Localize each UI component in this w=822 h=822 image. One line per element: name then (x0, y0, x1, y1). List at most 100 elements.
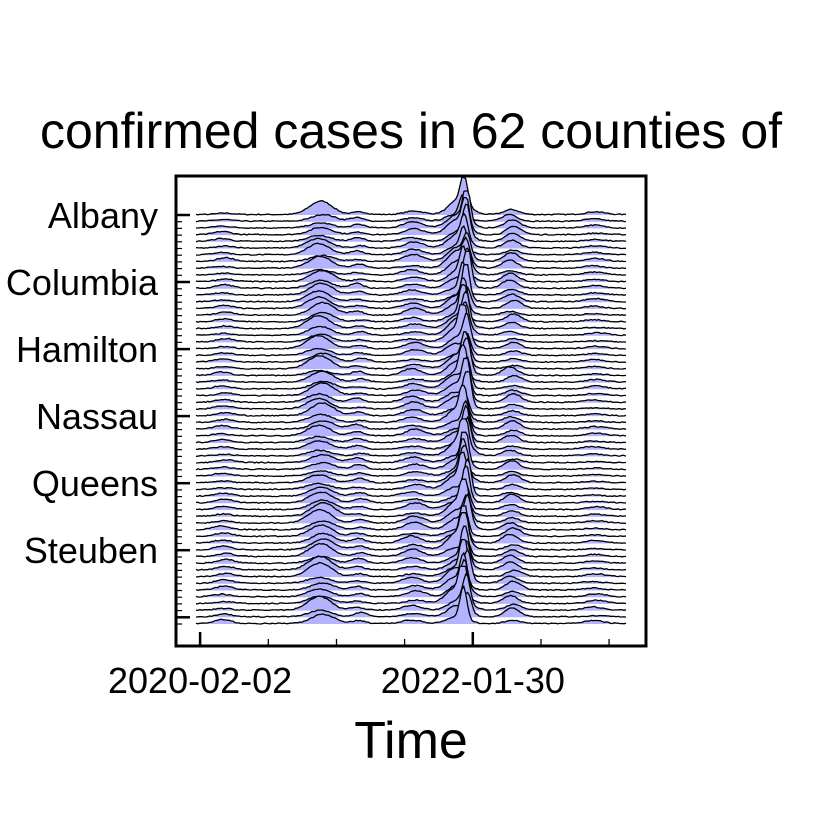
ridge-series (195, 190, 627, 229)
ridge-fill (196, 415, 626, 437)
ridge-series (195, 194, 627, 223)
ridge-series (195, 236, 627, 270)
ridge-line (196, 357, 627, 397)
ridge-series (195, 525, 627, 565)
ridge-series (195, 451, 627, 491)
ridge-line (195, 441, 627, 464)
ridge-line (195, 264, 627, 303)
ridge-line (195, 451, 627, 491)
ridge-line (196, 415, 627, 451)
ridge-series (195, 176, 627, 216)
ridge-line (195, 492, 627, 531)
ridge-series (195, 290, 627, 330)
ridge-line (195, 431, 627, 471)
ridge-line (195, 537, 627, 558)
ridge-series (195, 247, 627, 276)
ridge-fill (196, 394, 626, 417)
ridge-line (195, 332, 627, 357)
ridge-series (195, 277, 627, 317)
ridge-line (195, 548, 627, 585)
ridge-series (195, 551, 627, 592)
ridge-line (195, 301, 627, 337)
axes-group: Albany Columbia Hamilton Nassau Queens Steube… (6, 174, 648, 701)
ridge-line (195, 370, 627, 404)
ridge-line (195, 190, 627, 229)
ridge-series (195, 573, 627, 612)
y-tick-label: Queens (32, 463, 158, 504)
ridge-line (195, 194, 627, 223)
ridge-line (195, 384, 627, 424)
ridge-line (195, 494, 627, 525)
ridge-line (195, 284, 627, 310)
ridge-series (195, 494, 627, 525)
ridge-line (195, 312, 627, 350)
ridge-series (195, 438, 627, 478)
ridge-series (195, 232, 627, 263)
x-tick-label: 2020-02-02 (108, 660, 292, 701)
ridge-line (195, 344, 627, 384)
ridge-series (195, 441, 627, 464)
ridge-series (195, 445, 627, 484)
x-tick-label: 2022-01-30 (381, 660, 565, 701)
ridge-series (195, 284, 627, 324)
ridge-line (195, 551, 627, 592)
ridge-line (196, 304, 627, 344)
ridge-line (195, 585, 627, 625)
ridge-line (195, 203, 627, 243)
ridge-line (195, 414, 627, 437)
ridge-series (195, 512, 627, 551)
ridge-line (196, 485, 627, 511)
ridge-series (195, 538, 627, 578)
ridge-line (196, 196, 627, 236)
ridge-series (195, 284, 627, 310)
y-tick-label: Nassau (36, 396, 158, 437)
ridge-series (195, 399, 627, 431)
ridge-line (195, 464, 627, 505)
ridge-line (195, 236, 627, 270)
ridge-series (195, 264, 627, 303)
plot-frame (174, 174, 648, 648)
ridge-line (195, 508, 627, 538)
ridge-series (195, 548, 627, 585)
ridge-series (195, 344, 627, 384)
ridge-line (195, 244, 627, 283)
ridge-line (195, 565, 627, 605)
ridge-series (195, 250, 627, 290)
ridge-fill (196, 442, 626, 464)
ridge-line (195, 505, 627, 545)
ridge-line (195, 539, 627, 571)
y-tick-label: Hamilton (16, 329, 158, 370)
ridge-line (195, 176, 627, 216)
ridge-line (195, 418, 627, 457)
ridge-series (195, 414, 627, 437)
x-axis-label: Time (354, 712, 468, 770)
ridge-series (195, 337, 627, 377)
ridge-line (195, 399, 627, 431)
ridges-group (195, 176, 627, 625)
ridge-line (195, 331, 627, 370)
ridge-line (195, 277, 627, 317)
ridge-series (195, 332, 627, 357)
ridge-series (195, 384, 627, 424)
ridge-series (195, 203, 627, 243)
ridge-series (195, 431, 627, 471)
ridge-line (195, 558, 627, 598)
ridge-series (195, 591, 627, 618)
ridge-series (195, 464, 627, 505)
ridge-fill (196, 465, 626, 504)
ridge-line (195, 438, 627, 478)
ridge-line (195, 404, 627, 444)
chart-title: confirmed cases in 62 counties of (40, 103, 782, 159)
ridge-series (195, 565, 627, 605)
ridge-line (195, 478, 627, 518)
ridge-series (195, 301, 627, 337)
ridge-line (195, 457, 627, 498)
ridge-series (196, 196, 627, 236)
ridge-series (195, 261, 627, 297)
ridge-fill (196, 177, 626, 215)
ridge-series (196, 357, 627, 397)
ridge-series (195, 331, 627, 370)
ridge-fill (196, 486, 626, 510)
ridge-line (195, 284, 627, 324)
